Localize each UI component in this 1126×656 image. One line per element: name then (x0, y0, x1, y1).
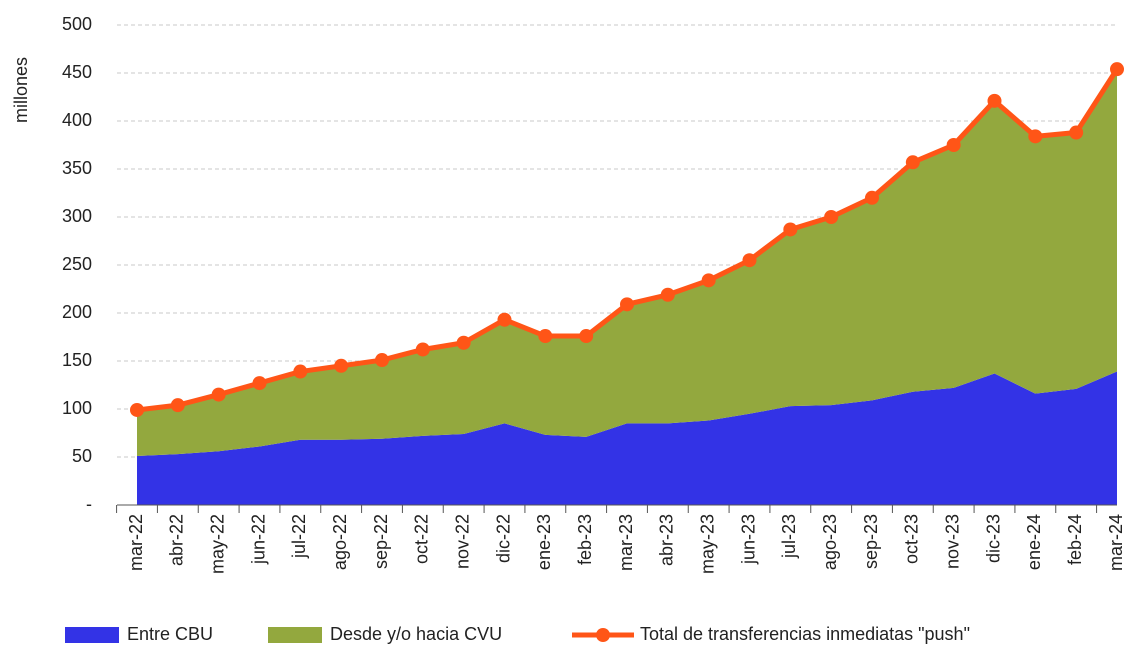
point (211, 387, 226, 402)
point (456, 335, 471, 350)
x-tick-label: jun-22 (248, 514, 268, 565)
point (130, 402, 144, 417)
point (538, 329, 553, 344)
point (334, 358, 349, 373)
point (252, 376, 267, 391)
y-tick-label: 300 (62, 206, 92, 226)
point (375, 353, 389, 368)
x-tick-label: ene-23 (534, 514, 554, 570)
x-tick-label: abr-23 (657, 514, 677, 566)
x-tick-label: mar-24 (1106, 514, 1126, 571)
y-axis-label: millones (11, 57, 31, 123)
legend-swatch (65, 627, 119, 643)
x-tick-label: sep-22 (371, 514, 391, 569)
point (579, 329, 594, 344)
y-tick-label: 200 (62, 302, 92, 322)
legend-label: Desde y/o hacia CVU (330, 624, 502, 644)
x-tick-label: nov-23 (942, 514, 962, 569)
legend-swatch (596, 628, 610, 642)
plot (137, 69, 1117, 505)
x-tick-label: mar-23 (616, 514, 636, 571)
x-tick-label: abr-22 (167, 514, 187, 566)
point (660, 287, 675, 302)
point (620, 297, 634, 312)
y-tick-label: 500 (62, 14, 92, 34)
x-tick-label: may-22 (207, 514, 227, 574)
point (1069, 125, 1084, 140)
x-tick-label: ago-22 (330, 514, 350, 570)
x-tick-label: nov-22 (452, 514, 472, 569)
y-tick-label: 350 (62, 158, 92, 178)
y-tick-label: - (86, 494, 92, 514)
point (701, 273, 716, 288)
y-tick-label: 100 (62, 398, 92, 418)
x-tick-label: sep-23 (861, 514, 881, 569)
area (137, 371, 1117, 505)
x-tick-label: ene-24 (1024, 514, 1044, 570)
y-tick-label: 50 (72, 446, 92, 466)
x-tick-label: dic-23 (983, 514, 1003, 563)
x-tick-label: mar-22 (126, 514, 146, 571)
point (170, 398, 185, 413)
point (987, 93, 1002, 108)
point (497, 312, 512, 327)
legend-label: Total de transferencias inmediatas "push… (640, 624, 970, 644)
x-tick-label: oct-23 (902, 514, 922, 564)
x-tick-label: jul-22 (289, 514, 309, 559)
x-tick-label: feb-23 (575, 514, 595, 565)
point (742, 253, 757, 268)
legend-swatch (268, 627, 322, 643)
point (783, 222, 798, 237)
legend-label: Entre CBU (127, 624, 213, 644)
x-tick-label: dic-22 (493, 514, 513, 563)
x-tick-label: jul-23 (779, 514, 799, 559)
x-tick-label: jun-23 (738, 514, 758, 565)
point (1110, 62, 1124, 77)
point (905, 155, 920, 170)
point (293, 364, 308, 379)
area (137, 69, 1117, 457)
point (865, 190, 879, 205)
y-tick-label: 400 (62, 110, 92, 130)
x-tick-label: feb-24 (1065, 514, 1085, 565)
point (1028, 129, 1043, 144)
x-tick-label: may-23 (697, 514, 717, 574)
y-tick-label: 150 (62, 350, 92, 370)
point (946, 138, 961, 152)
x-tick-label: ago-23 (820, 514, 840, 570)
x-tick-label: oct-22 (412, 514, 432, 564)
y-tick-label: 450 (62, 62, 92, 82)
point (824, 210, 839, 224)
y-tick-label: 250 (62, 254, 92, 274)
point (415, 342, 430, 357)
